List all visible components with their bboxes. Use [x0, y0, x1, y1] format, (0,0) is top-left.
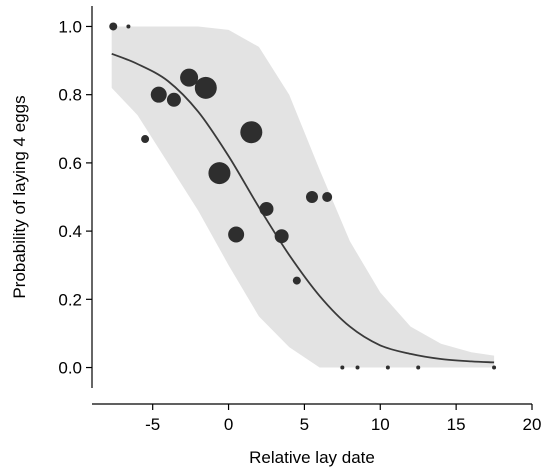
data-point — [416, 365, 421, 370]
y-tick-label: 0.4 — [58, 222, 82, 241]
data-point — [109, 22, 118, 31]
data-points — [109, 22, 497, 370]
x-axis-title: Relative lay date — [249, 448, 375, 467]
y-tick-label: 0.6 — [58, 154, 82, 173]
data-point — [292, 276, 301, 285]
data-point — [150, 86, 167, 103]
y-tick-label: 1.0 — [58, 17, 82, 36]
x-tick-label: 10 — [371, 415, 390, 434]
fitted-curve — [111, 52, 495, 364]
x-tick-label: 5 — [300, 415, 309, 434]
data-point — [385, 365, 390, 370]
y-tick-label: 0.2 — [58, 290, 82, 309]
data-point — [180, 68, 199, 87]
x-ticks: -5 0 5 10 15 20 — [145, 404, 541, 434]
y-axis-title: Probability of laying 4 eggs — [10, 95, 29, 298]
y-ticks: 0.0 0.2 0.4 0.6 0.8 1.0 — [58, 17, 92, 378]
data-point — [492, 365, 497, 370]
data-point — [274, 229, 289, 244]
axes: -5 0 5 10 15 20 0.0 0.2 0.4 0.6 0.8 1.0 — [58, 6, 541, 434]
x-tick-label: 20 — [523, 415, 542, 434]
plot-area — [109, 22, 497, 370]
data-point — [306, 191, 318, 203]
confidence-band — [111, 26, 495, 368]
y-tick-label: 0.0 — [58, 359, 82, 378]
x-tick-label: 15 — [447, 415, 466, 434]
data-point — [259, 201, 274, 216]
data-point — [340, 365, 345, 370]
data-point — [240, 121, 263, 144]
x-tick-label: 0 — [224, 415, 233, 434]
data-point — [166, 92, 181, 107]
data-point — [194, 76, 217, 99]
y-tick-label: 0.8 — [58, 86, 82, 105]
data-point — [126, 24, 131, 29]
data-point — [355, 365, 360, 370]
data-point — [228, 226, 245, 243]
data-point — [208, 162, 231, 185]
x-tick-label: -5 — [145, 415, 160, 434]
data-point — [141, 135, 150, 144]
data-point — [322, 192, 333, 202]
